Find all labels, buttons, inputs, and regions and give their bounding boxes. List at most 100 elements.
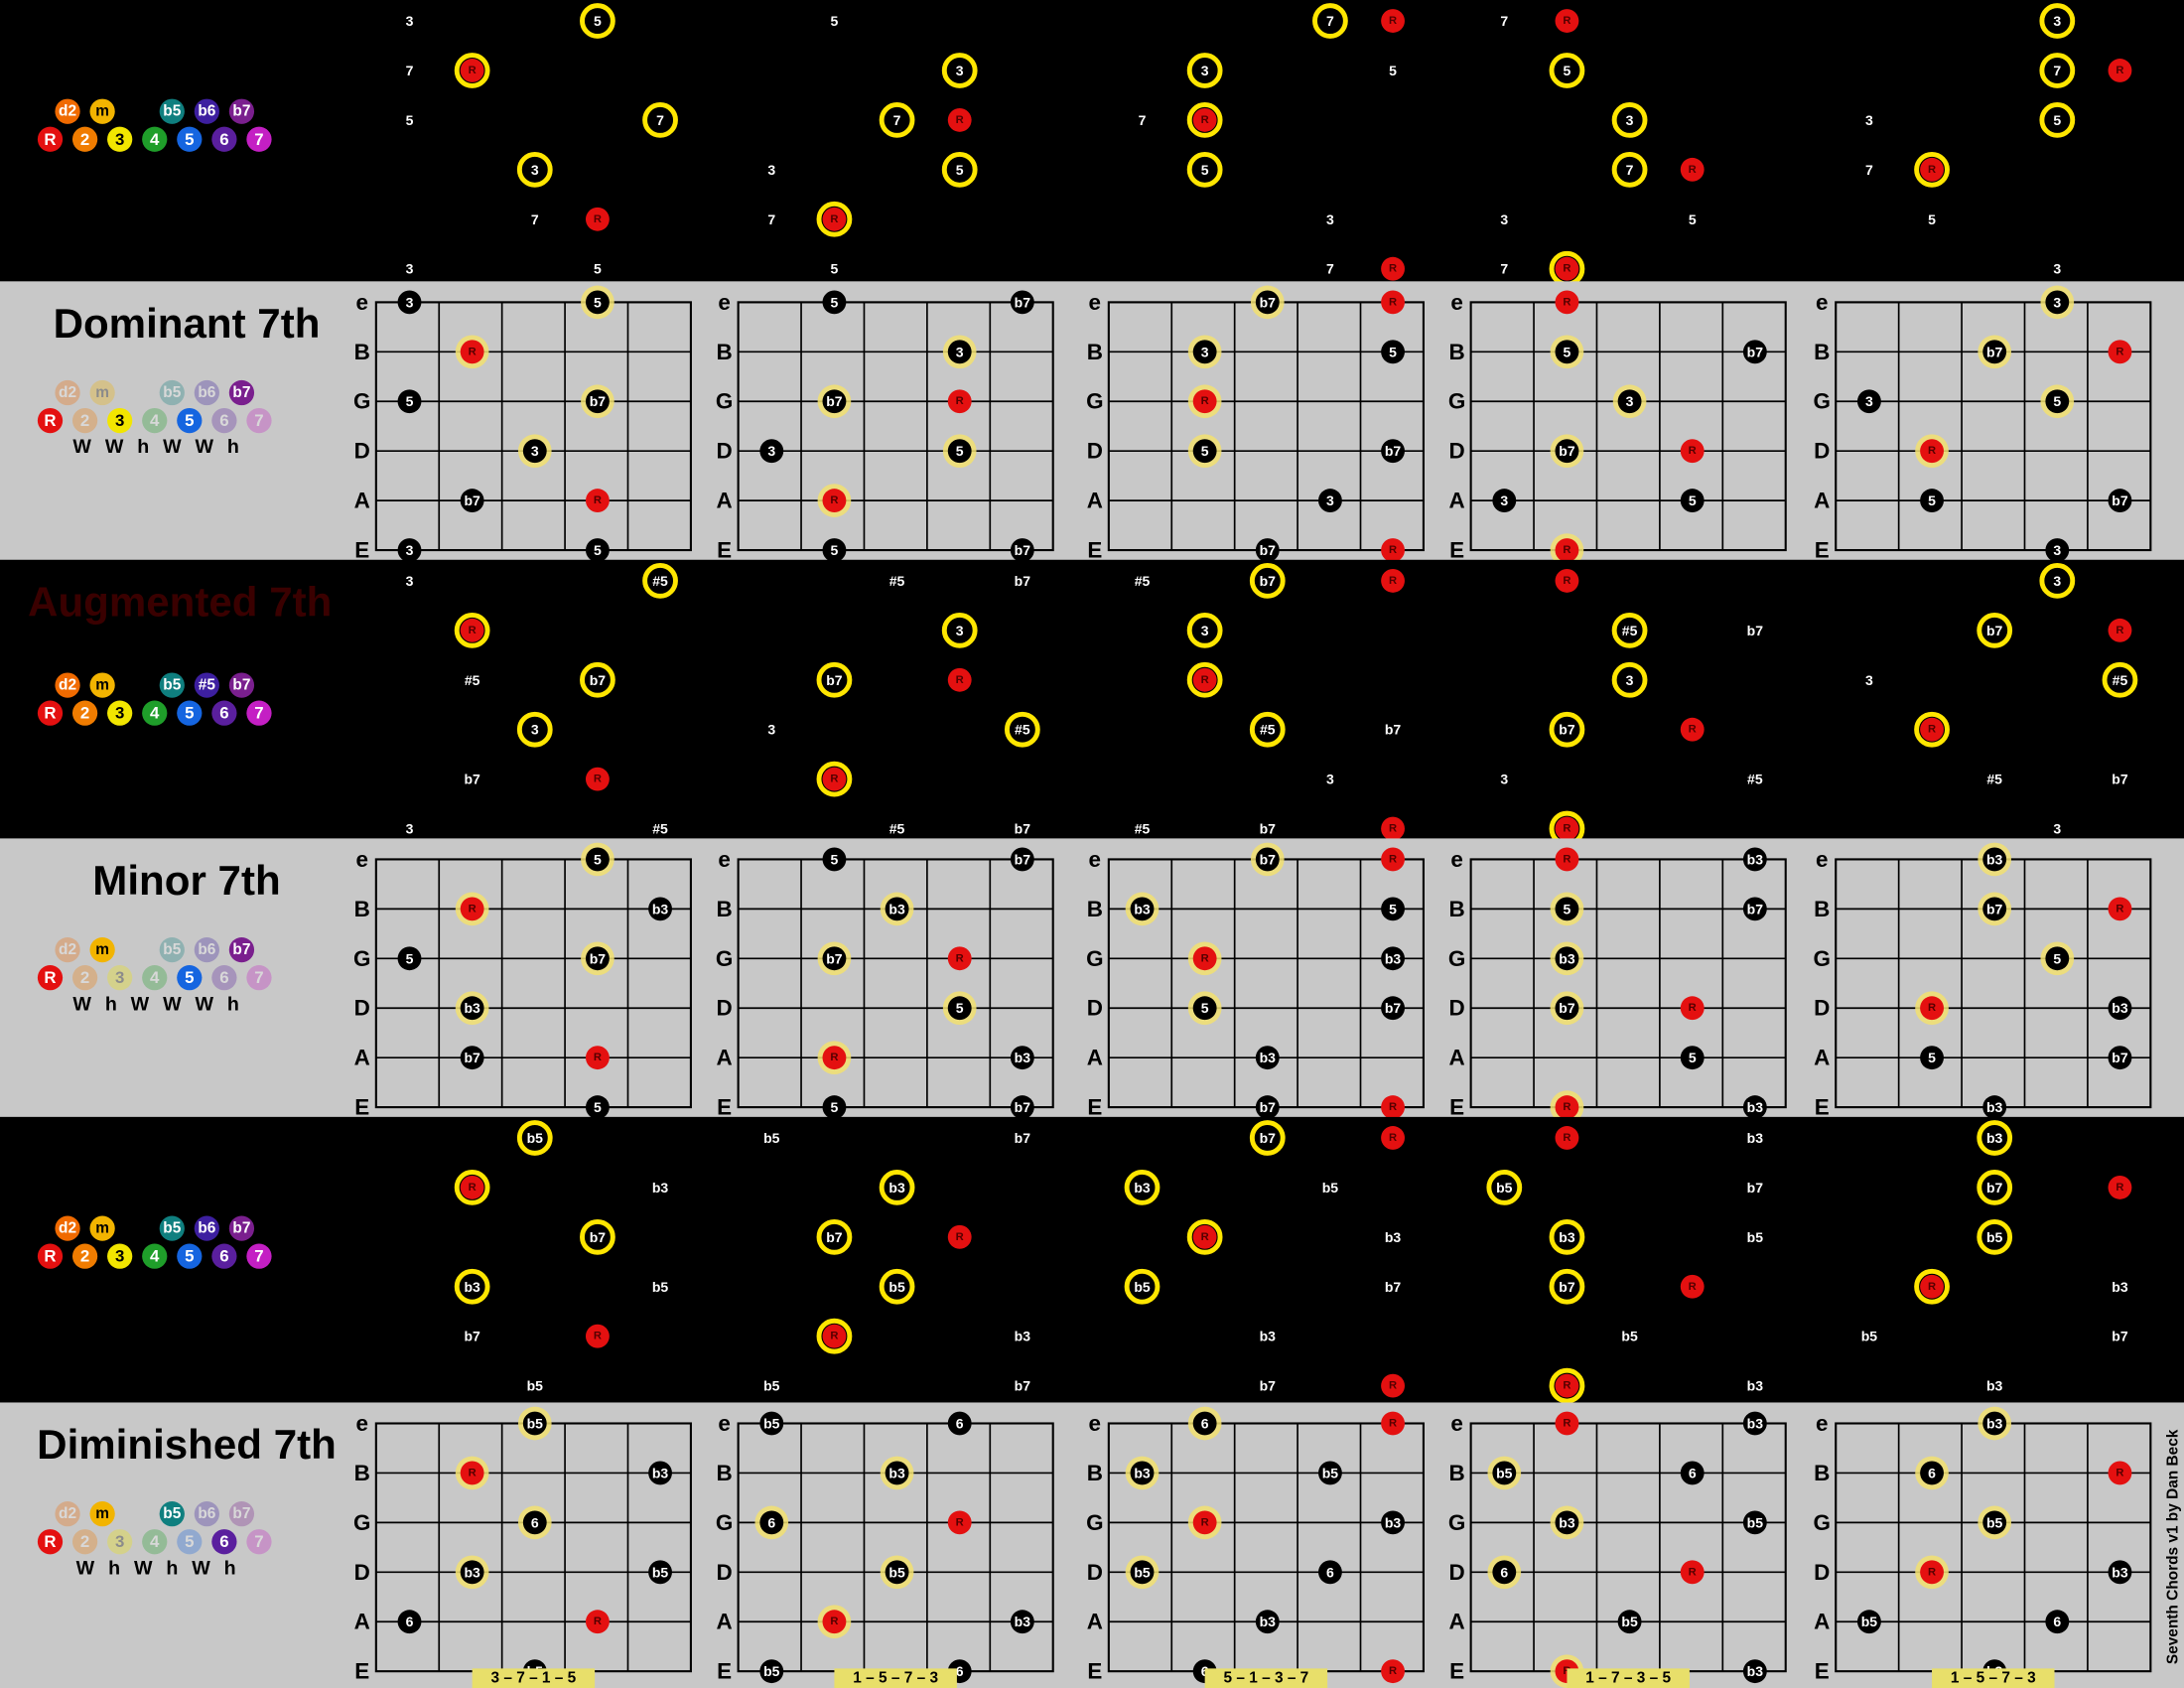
note-label: b3 — [888, 1465, 905, 1480]
string-label: B — [354, 340, 370, 364]
note-label: b3 — [1986, 1378, 2003, 1394]
note: R — [1555, 290, 1579, 315]
fretboard: e B GD A E 3 5 R 5 b7 3 b7 R 3 5 — [353, 285, 692, 563]
note-label: R — [956, 395, 964, 407]
note: b7 — [1747, 1180, 1764, 1196]
note: b7 — [1260, 1378, 1277, 1394]
note-label: b7 — [1747, 901, 1764, 916]
note: b3 — [1549, 1218, 1585, 1255]
note: #5 — [1004, 711, 1040, 748]
note-dot — [1617, 667, 1642, 692]
note-dot — [1192, 389, 1217, 414]
string-label: B — [1814, 897, 1830, 921]
legend-dot — [89, 936, 115, 963]
note-dot — [1255, 538, 1280, 562]
note-dot — [522, 1126, 547, 1150]
note: b3 — [648, 897, 672, 921]
string-label: E — [717, 1095, 732, 1120]
string-label: A — [354, 1046, 370, 1070]
legend-item: 6 — [211, 407, 237, 434]
legend-label: R — [44, 411, 56, 430]
string-label: A — [1087, 489, 1103, 513]
note: R — [947, 107, 972, 132]
note-dot — [1381, 816, 1405, 841]
legend-label: m — [95, 1220, 109, 1237]
legend-label: m — [95, 103, 109, 120]
note-label: b3 — [2112, 1000, 2128, 1016]
note-dot — [947, 618, 972, 642]
note: b7 — [1010, 290, 1034, 315]
sequence-box — [1204, 1668, 1328, 1688]
legend-dot — [37, 700, 64, 726]
note-dot — [1192, 1411, 1217, 1436]
legend-label: m — [95, 1505, 109, 1522]
note: #5 — [1747, 772, 1763, 787]
sequence-label: 3 – 7 – 1 – 5 — [490, 1670, 576, 1687]
string-label: G — [1086, 1510, 1103, 1535]
legend-item: b6 — [194, 1501, 219, 1527]
note-dot — [1680, 1560, 1705, 1585]
note: b7 — [2112, 772, 2128, 787]
legend-label: R — [44, 1247, 56, 1266]
legend-label: b7 — [232, 103, 250, 120]
note-label: R — [2116, 1182, 2123, 1194]
note: 3 — [406, 573, 414, 589]
legend-dot — [246, 407, 272, 434]
legend-dot — [142, 1243, 168, 1269]
note: b3 — [455, 991, 489, 1026]
note-label: b3 — [1986, 1099, 2003, 1115]
band-background — [0, 281, 2184, 560]
legend-dot — [71, 965, 98, 991]
note-label: #5 — [1015, 722, 1030, 738]
legend-label: 2 — [80, 968, 89, 987]
note: b3 — [1015, 1329, 1031, 1344]
note: b7 — [1015, 821, 1031, 837]
note: b7 — [460, 489, 484, 513]
note: 3 — [2045, 538, 2070, 562]
legend-dot — [37, 126, 64, 152]
note-dot — [522, 439, 547, 464]
note: 5 — [831, 13, 839, 29]
string-label: e — [356, 1411, 368, 1436]
note-dot — [1255, 1126, 1280, 1150]
note-label: b3 — [1385, 1229, 1402, 1245]
legend-item: d2 — [55, 1215, 80, 1241]
legend-item: m — [89, 1501, 115, 1527]
string-label: B — [354, 897, 370, 921]
legend-label: b7 — [232, 1505, 250, 1522]
note: 3 — [1186, 612, 1223, 648]
note: b5 — [652, 1279, 669, 1295]
note-label: 7 — [1500, 13, 1508, 29]
note: 6 — [947, 1411, 972, 1436]
legend-dot — [159, 1215, 185, 1241]
note-label: 7 — [2053, 63, 2061, 78]
note: 3 — [2053, 261, 2061, 277]
note-label: b7 — [1260, 294, 1277, 310]
legend-item: b5 — [159, 98, 185, 124]
note-dot — [460, 897, 484, 921]
note-label: b3 — [1134, 1465, 1151, 1480]
note: 3 — [1612, 384, 1647, 419]
note-label: R — [469, 625, 477, 636]
note-dot — [2045, 389, 2070, 414]
note: 3 — [941, 53, 978, 88]
note-dot — [1255, 717, 1280, 742]
note-label: b5 — [1861, 1614, 1878, 1629]
note: #5 — [652, 821, 668, 837]
note-label: 3 — [767, 722, 775, 738]
note-dot — [397, 946, 422, 971]
note-label: b3 — [1015, 1050, 1031, 1065]
sequence-box — [1932, 1668, 2055, 1688]
string-label: E — [717, 1659, 732, 1684]
note-dot — [2045, 1610, 2070, 1634]
legend-dot — [71, 126, 98, 152]
note: 3 — [1500, 772, 1508, 787]
fretboard: e B GD A E R b3 5 b7 b3 b7 R 5 R b3 — [1448, 847, 1787, 1124]
note-label: b5 — [1322, 1465, 1339, 1480]
note: b3 — [1381, 1510, 1405, 1535]
note-label: R — [1928, 1002, 1936, 1014]
note-dot — [1381, 1373, 1405, 1398]
note-label: b7 — [1986, 901, 2003, 916]
note-dot — [397, 389, 422, 414]
note: R — [1550, 1090, 1584, 1124]
